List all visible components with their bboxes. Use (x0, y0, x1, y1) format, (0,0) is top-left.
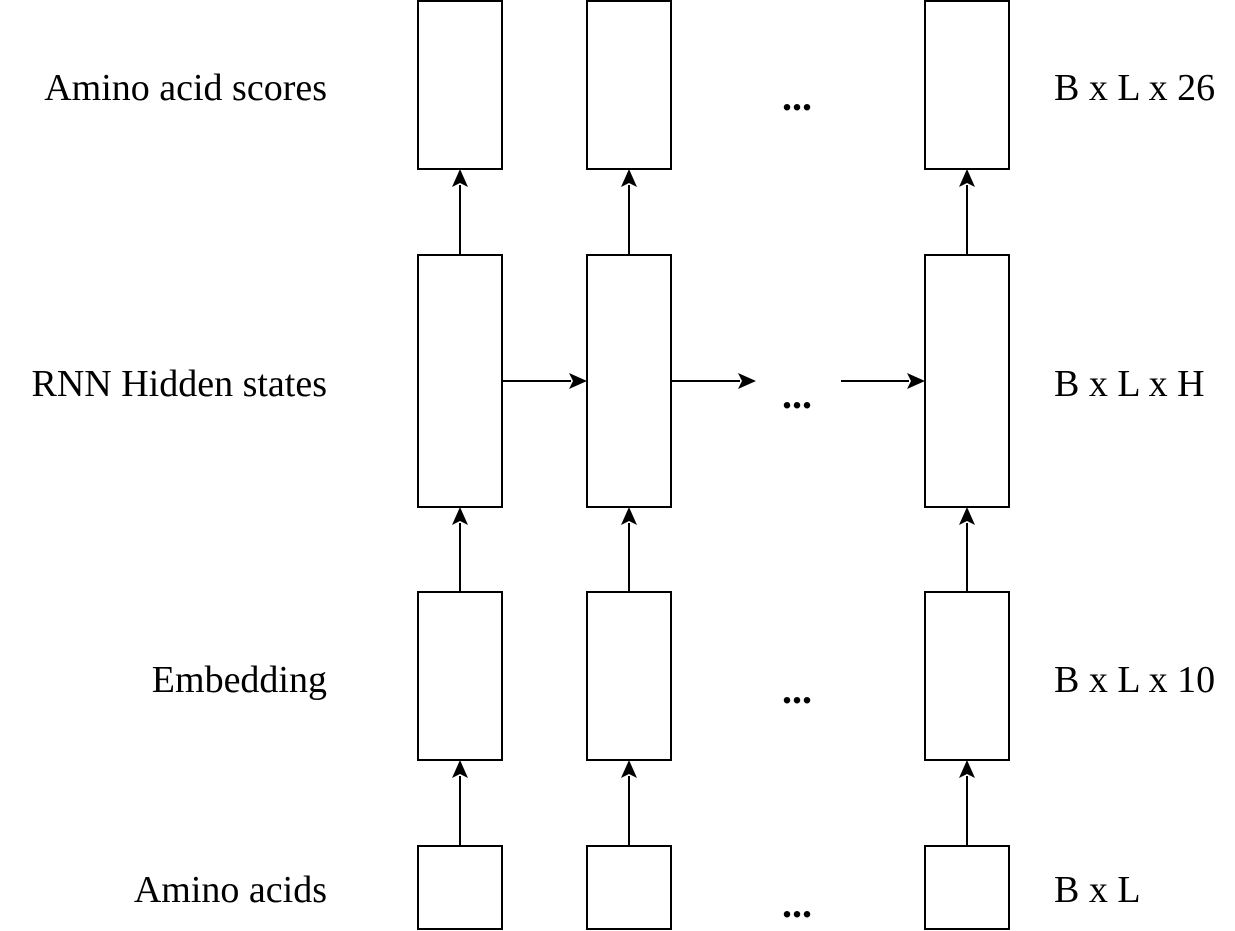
input-box-1 (417, 845, 503, 930)
layer-shape-scores: B x L x 26 (1054, 67, 1215, 109)
input-box-last (924, 845, 1010, 930)
ellipsis-embedding: ... (782, 667, 812, 712)
layer-label-input: Amino acids (134, 869, 327, 911)
ellipsis-input: ... (782, 881, 812, 926)
hidden-box-1 (417, 254, 503, 508)
arrow-ellipsis-to-hidden-last (841, 373, 925, 389)
embedding-box-last (924, 591, 1010, 761)
hidden-box-last (924, 254, 1010, 508)
score-box-2 (586, 0, 672, 170)
arrow-embedding-to-hidden-1 (452, 507, 468, 592)
layer-label-embedding: Embedding (152, 659, 327, 701)
hidden-box-2 (586, 254, 672, 508)
ellipsis-hidden: ... (782, 372, 812, 417)
embedding-box-2 (586, 591, 672, 761)
layer-shape-input: B x L (1054, 869, 1141, 911)
arrow-input-to-embedding-2 (621, 760, 637, 846)
arrow-hidden-2-to-ellipsis (671, 373, 756, 389)
arrow-hidden-to-score-last (959, 169, 975, 255)
layer-label-hidden: RNN Hidden states (31, 363, 327, 405)
layer-shape-embedding: B x L x 10 (1054, 659, 1215, 701)
layer-label-scores: Amino acid scores (44, 67, 327, 109)
ellipsis-scores: ... (782, 74, 812, 119)
arrow-hidden-to-score-1 (452, 169, 468, 255)
score-box-last (924, 0, 1010, 170)
arrow-input-to-embedding-1 (452, 760, 468, 846)
score-box-1 (417, 0, 503, 170)
arrow-embedding-to-hidden-2 (621, 507, 637, 592)
layer-shape-hidden: B x L x H (1054, 363, 1205, 405)
input-box-2 (586, 845, 672, 930)
arrow-embedding-to-hidden-last (959, 507, 975, 592)
embedding-box-1 (417, 591, 503, 761)
arrow-hidden-to-score-2 (621, 169, 637, 255)
arrow-input-to-embedding-last (959, 760, 975, 846)
arrow-hidden-1-to-hidden-2 (502, 373, 587, 389)
